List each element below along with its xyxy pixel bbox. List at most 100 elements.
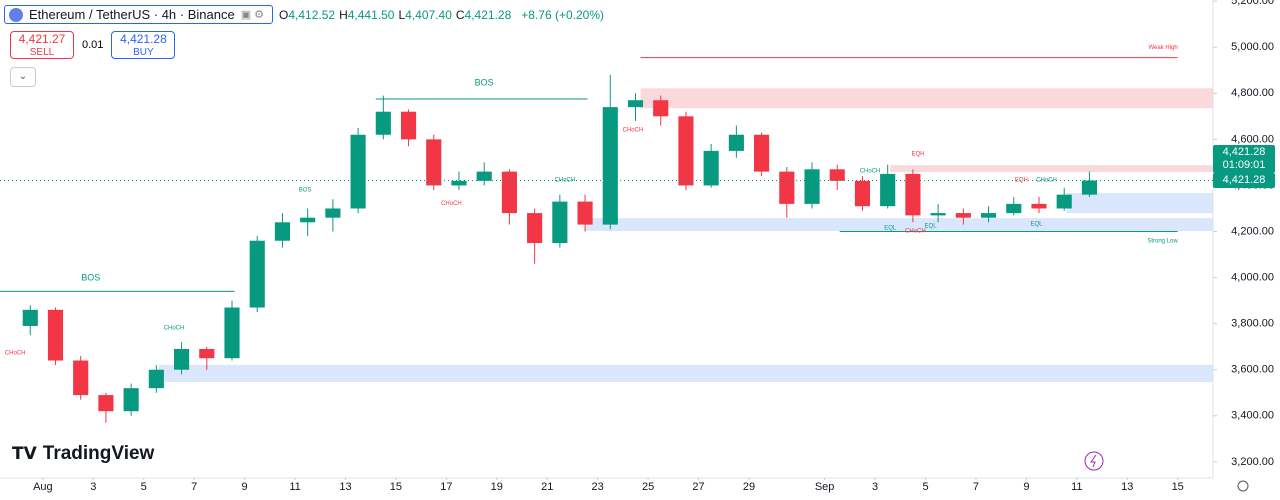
candle-body xyxy=(98,395,114,412)
candle-body xyxy=(1081,180,1097,195)
change: +8.76 (+0.20%) xyxy=(521,7,604,22)
icon[interactable]: ▣ ⚙ xyxy=(240,9,265,21)
candle-body xyxy=(678,116,694,186)
x-tick-label: 25 xyxy=(642,481,654,493)
buy-price: 4,421.28 xyxy=(120,32,167,46)
annotation: BOS xyxy=(475,78,494,88)
x-tick-label: 21 xyxy=(541,481,553,493)
annotation: BOS xyxy=(81,272,100,282)
symbol-box[interactable]: Ethereum / TetherUS · 4h · Binance ▣ ⚙ xyxy=(4,5,274,24)
x-tick-label: 13 xyxy=(339,481,351,493)
alert-icon[interactable] xyxy=(1084,451,1104,471)
x-tick-label: 3 xyxy=(90,481,96,493)
ohlc-key: C xyxy=(455,7,465,22)
x-tick-label: 5 xyxy=(141,481,147,493)
y-tick-label: 4,800.00 xyxy=(1231,87,1274,99)
x-tick-label: 17 xyxy=(440,481,452,493)
price: 4,421.28 xyxy=(1222,173,1266,186)
ohlc: O4,412.52 H4,441.50 L4,407.40 C4,421.28 xyxy=(279,8,515,22)
candle-body xyxy=(980,213,997,218)
candle-body xyxy=(703,150,719,186)
candle-body xyxy=(274,222,291,241)
candle-body xyxy=(880,173,896,207)
candle-body xyxy=(148,369,164,389)
annotation: BOS xyxy=(299,188,312,194)
annotation: Weak High xyxy=(1148,45,1177,51)
annotation: CHoCH xyxy=(164,326,185,332)
candle-body xyxy=(754,134,770,172)
header: Ethereum / TetherUS · 4h · Binance ▣ ⚙ O… xyxy=(4,5,604,24)
candle-body xyxy=(73,360,89,396)
sell-button[interactable]: 4,421.27 SELL xyxy=(10,31,74,59)
zone xyxy=(1066,193,1213,214)
candle-body xyxy=(350,134,366,209)
symbol-icon xyxy=(9,7,23,22)
price-tag: 4,421.28 01:09:01 xyxy=(1213,144,1275,173)
ohlc-key: H xyxy=(339,7,348,22)
candle-body xyxy=(955,213,971,218)
candle-body xyxy=(905,173,921,216)
y-tick-label: 3,600.00 xyxy=(1231,364,1274,376)
x-tick-label: 9 xyxy=(1023,481,1029,493)
x-tick-label: 11 xyxy=(1071,481,1082,493)
y-tick-label: 4,200.00 xyxy=(1231,225,1274,237)
symbol: Ethereum / TetherUS · 4h · Binance xyxy=(29,7,235,22)
ohlc-value: 4,421.28 xyxy=(464,7,512,22)
x-tick-label: 29 xyxy=(743,481,755,493)
candle-body xyxy=(451,180,467,186)
annotation: CHoCH xyxy=(860,169,881,175)
sell-price: 4,421.27 xyxy=(18,32,66,46)
x-tick-label: 13 xyxy=(1121,481,1133,493)
candle-body xyxy=(930,213,946,216)
annotation: EQH xyxy=(1015,178,1028,184)
candle-body xyxy=(123,388,139,412)
ohlc-value: 4,407.40 xyxy=(405,7,452,22)
annotation: EQH xyxy=(911,152,924,158)
x-tick-label: Sep xyxy=(815,481,835,493)
x-tick-label: 7 xyxy=(191,481,197,493)
candle-body xyxy=(199,348,215,359)
candle-body xyxy=(829,169,845,181)
price: 4,421.28 xyxy=(1222,145,1266,158)
annotation: CHoCH xyxy=(1036,178,1057,184)
y-tick-label: 3,200.00 xyxy=(1231,456,1274,468)
annotation: CHoCH xyxy=(441,201,462,207)
candle-body xyxy=(22,309,38,326)
candle-body xyxy=(325,208,341,218)
y-tick-label: 5,200.00 xyxy=(1231,0,1274,7)
price-tag: 4,421.28 xyxy=(1213,172,1275,188)
ohlc-key: L xyxy=(398,7,406,22)
candle-body xyxy=(224,307,240,359)
candle-body xyxy=(375,111,391,135)
annotation: EQL xyxy=(925,224,938,230)
sell-label: SELL xyxy=(29,47,55,58)
candle-body xyxy=(602,107,618,225)
x-tick-label: 27 xyxy=(692,481,704,493)
candle-body xyxy=(1056,194,1072,209)
zone xyxy=(640,88,1213,109)
buy-button[interactable]: 4,421.28 BUY xyxy=(111,31,176,59)
annotation: Strong Low xyxy=(1147,239,1178,245)
candle-body xyxy=(1031,203,1047,209)
countdown: 01:09:01 xyxy=(1222,158,1266,171)
candle-body xyxy=(47,309,64,361)
logo-mark: 𝗧𝗩 xyxy=(12,444,37,463)
candle-body xyxy=(728,134,744,151)
y-tick-label: 4,000.00 xyxy=(1231,271,1274,283)
x-tick-label: 9 xyxy=(242,481,248,493)
trade-panel: 4,421.27 SELL 0.01 4,421.28 BUY xyxy=(10,31,176,59)
candle-body xyxy=(249,240,265,308)
candle-body xyxy=(501,171,517,214)
settings-icon[interactable] xyxy=(1237,480,1249,492)
zone xyxy=(890,165,1213,173)
candle-body xyxy=(653,100,669,117)
candle-body xyxy=(1006,203,1022,214)
y-tick-label: 4,600.00 xyxy=(1231,133,1274,145)
collapse-button[interactable]: ⌄ xyxy=(10,67,36,87)
annotation: CHoCH xyxy=(5,350,26,356)
annotation: EQL xyxy=(884,226,897,232)
annotation: CHoCH xyxy=(905,229,926,235)
candle-body xyxy=(527,213,543,244)
y-tick-label: 3,400.00 xyxy=(1231,410,1274,422)
